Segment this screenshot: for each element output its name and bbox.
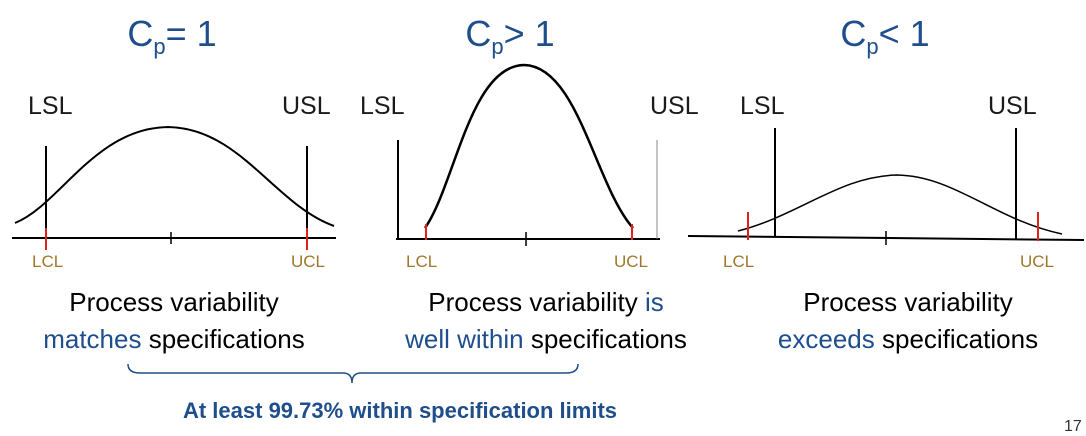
panel1-normal-curve <box>14 125 335 227</box>
panel3-title: Cp< 1 <box>840 13 930 59</box>
panel3-usl-label: USL <box>988 92 1037 120</box>
panel1-title: Cp= 1 <box>127 13 217 59</box>
panel3-plot <box>687 128 1085 245</box>
panel1-plot <box>12 125 336 250</box>
panel2-usl-label: USL <box>650 92 699 120</box>
panel3-caption-line2: exceeds specifications <box>777 324 1039 354</box>
panel1-ucl-label: UCL <box>291 252 326 271</box>
panel1-caption: Process variability matches specificatio… <box>0 284 354 358</box>
panel2-normal-curve <box>423 63 634 229</box>
panel3-lcl-label: LCL <box>723 252 755 271</box>
panel2-title: Cp> 1 <box>465 13 555 59</box>
footer-summary: At least 99.73% within specification lim… <box>182 398 618 423</box>
page-number: 17 <box>1064 418 1082 435</box>
panel2-caption-line2: well within specifications <box>405 324 687 354</box>
panel3-caption-line1: Process variability <box>803 287 1013 317</box>
bracket <box>127 363 579 384</box>
panel2-caption-line1: Process variability is <box>428 287 664 317</box>
panel2-plot <box>396 63 660 246</box>
panel2-lsl-label: LSL <box>360 92 405 120</box>
panel3-caption: Process variability exceeds specificatio… <box>728 284 1086 358</box>
panel2-lcl-label: LCL <box>406 252 438 271</box>
panel1-caption-line2: matches specifications <box>43 324 305 354</box>
panel2-ucl-label: UCL <box>614 252 649 271</box>
panel3-normal-curve <box>737 174 1063 235</box>
panel1-lcl-label: LCL <box>32 252 64 271</box>
panel3-lsl-label: LSL <box>740 92 785 120</box>
panel3-ucl-label: UCL <box>1020 252 1055 271</box>
panel1-lsl-label: LSL <box>28 92 73 120</box>
panel2-caption: Process variability is well within speci… <box>366 284 726 358</box>
panel1-caption-line1: Process variability <box>69 287 279 317</box>
panel1-usl-label: USL <box>282 92 331 120</box>
